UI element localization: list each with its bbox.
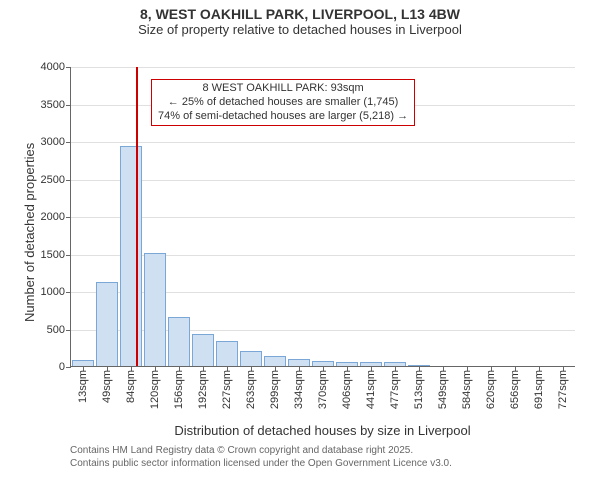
ytick-label: 3000 xyxy=(41,136,71,148)
ytick-label: 4000 xyxy=(41,61,71,73)
annotation-line: 74% of semi-detached houses are larger (… xyxy=(158,110,408,124)
xtick-label: 513sqm xyxy=(413,366,425,409)
y-axis-label: Number of detached properties xyxy=(22,143,37,322)
xtick-label: 299sqm xyxy=(269,366,281,409)
x-axis-label: Distribution of detached houses by size … xyxy=(70,423,575,438)
xtick-label: 227sqm xyxy=(221,366,233,409)
bar xyxy=(120,146,142,366)
xtick-label: 549sqm xyxy=(437,366,449,409)
bar-slot: 584sqm xyxy=(455,67,479,366)
bar xyxy=(240,351,262,366)
bar xyxy=(264,356,286,366)
bar xyxy=(192,334,214,366)
xtick-label: 656sqm xyxy=(509,366,521,409)
plot-area: 0500100015002000250030003500400013sqm49s… xyxy=(70,67,575,367)
ytick-label: 1500 xyxy=(41,249,71,261)
bar-slot: 49sqm xyxy=(95,67,119,366)
xtick-label: 13sqm xyxy=(77,366,89,403)
ytick-label: 2500 xyxy=(41,174,71,186)
xtick-label: 584sqm xyxy=(461,366,473,409)
ytick-label: 500 xyxy=(47,324,71,336)
bar-slot: 84sqm xyxy=(119,67,143,366)
bar-slot: 549sqm xyxy=(431,67,455,366)
xtick-label: 477sqm xyxy=(389,366,401,409)
bar xyxy=(216,341,238,367)
xtick-label: 156sqm xyxy=(173,366,185,409)
xtick-label: 334sqm xyxy=(293,366,305,409)
title-line-2: Size of property relative to detached ho… xyxy=(0,22,600,37)
title-line-1: 8, WEST OAKHILL PARK, LIVERPOOL, L13 4BW xyxy=(0,6,600,22)
bar-slot: 620sqm xyxy=(479,67,503,366)
xtick-label: 263sqm xyxy=(245,366,257,409)
xtick-label: 370sqm xyxy=(317,366,329,409)
bar-slot: 656sqm xyxy=(503,67,527,366)
xtick-label: 49sqm xyxy=(101,366,113,403)
footer-line: Contains HM Land Registry data © Crown c… xyxy=(70,445,452,458)
xtick-label: 192sqm xyxy=(197,366,209,409)
xtick-label: 120sqm xyxy=(149,366,161,409)
annotation-box: 8 WEST OAKHILL PARK: 93sqm← 25% of detac… xyxy=(151,79,415,126)
footer-attribution: Contains HM Land Registry data © Crown c… xyxy=(70,445,452,470)
histogram-chart: 0500100015002000250030003500400013sqm49s… xyxy=(0,37,600,497)
footer-line: Contains public sector information licen… xyxy=(70,458,452,471)
bar xyxy=(168,317,190,366)
bar xyxy=(144,253,166,366)
annotation-line: 8 WEST OAKHILL PARK: 93sqm xyxy=(158,82,408,96)
xtick-label: 84sqm xyxy=(125,366,137,403)
xtick-label: 691sqm xyxy=(533,366,545,409)
ytick-label: 3500 xyxy=(41,99,71,111)
ytick-label: 1000 xyxy=(41,286,71,298)
chart-titles: 8, WEST OAKHILL PARK, LIVERPOOL, L13 4BW… xyxy=(0,0,600,37)
bar-slot: 727sqm xyxy=(551,67,575,366)
bar-slot: 13sqm xyxy=(71,67,95,366)
ytick-label: 0 xyxy=(59,361,71,373)
xtick-label: 620sqm xyxy=(485,366,497,409)
annotation-line: ← 25% of detached houses are smaller (1,… xyxy=(158,96,408,110)
bar xyxy=(288,359,310,366)
bar xyxy=(96,282,118,366)
ytick-label: 2000 xyxy=(41,211,71,223)
marker-line xyxy=(136,67,138,366)
bar-slot: 691sqm xyxy=(527,67,551,366)
xtick-label: 406sqm xyxy=(341,366,353,409)
xtick-label: 441sqm xyxy=(365,366,377,409)
xtick-label: 727sqm xyxy=(557,366,569,409)
